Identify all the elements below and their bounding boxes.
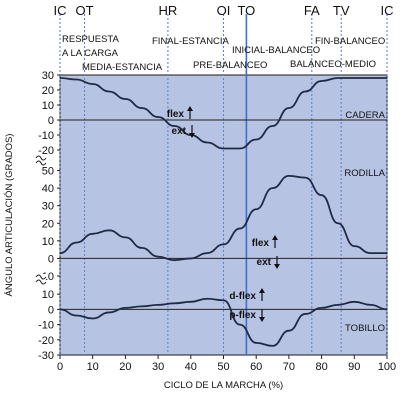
xtick-label-9: 90 [348,361,360,373]
phase-label-6: BALANCEO-MEDIO [290,59,376,70]
ytick-label-2-0: 10 [42,289,54,301]
event-label-tv-6: TV [333,3,350,18]
ytick-label-2-3: -20 [38,335,54,347]
phase-label-5: INICIAL-BALANCEO [232,45,320,56]
ext-arrow-head-2 [259,317,265,322]
ytick-label-1-4: 10 [42,236,54,248]
event-label-ot-1: OT [75,3,93,18]
flex-label-1: flex [252,238,270,249]
ytick-label-0-2: 10 [42,100,54,112]
ytick-label-1-0: 50 [42,166,54,178]
phase-label-2: MEDIA-ESTANCIA [82,62,163,73]
xtick-label-7: 70 [283,361,295,373]
phase-label-0: RESPUESTA [62,34,120,45]
ytick-label-0-1: 20 [42,85,54,97]
ytick-label-2-2: -10 [38,320,54,332]
ext-label-1: ext [257,257,272,268]
flex-arrow-head-2 [259,288,265,293]
event-label-oi-3: OI [217,3,231,18]
axis-break-bg-0 [36,155,46,164]
event-label-fa-5: FA [304,3,320,18]
xtick-label-10: 100 [378,361,396,373]
ytick-label-0-5: -20 [38,145,54,157]
flex-label-0: flex [167,109,185,120]
xtick-label-8: 80 [315,361,327,373]
phase-label-7: FIN-BALANCEO [315,36,385,47]
ext-label-2: p-flex [229,310,256,321]
event-label-ic-7: IC [381,3,394,18]
flex-arrow-head-0 [187,106,193,111]
series-line-cadera [59,77,387,150]
axis-break-0 [35,155,47,166]
xtick-label-6: 60 [250,361,262,373]
axis-break-bg-1 [36,274,46,283]
event-label-hr-2: HR [159,3,178,18]
ytick-label-2-1: 0 [48,304,54,316]
xtick-label-5: 50 [217,361,229,373]
panel-label-rodilla: RODILLA [344,168,385,179]
axis-break-1 [35,274,47,285]
ext-arrow-head-0 [189,133,195,138]
ytick-label-1-5: 0 [48,253,54,265]
ytick-label-1-1: 40 [42,183,54,195]
phase-label-1: A LA CARGA [62,48,119,59]
xtick-label-3: 30 [152,361,164,373]
ytick-label-0-0: 30 [42,70,54,82]
ytick-label-1-3: 20 [42,218,54,230]
ext-label-0: ext [172,126,187,137]
xtick-label-1: 10 [87,361,99,373]
event-label-to-4: TO [237,3,255,18]
event-label-ic-0: IC [54,3,67,18]
ytick-label-0-3: 0 [48,115,54,127]
flex-label-2: d-flex [229,291,256,302]
phase-label-3: FINAL-ESTANCIA [152,36,230,47]
ytick-label-1-2: 30 [42,201,54,213]
panel-label-cadera: CADERA [345,110,385,121]
series-line-rodilla [59,174,387,262]
series-line-tobillo [59,297,388,347]
ext-arrow-head-1 [274,264,280,269]
x-axis-label: CICLO DE LA MARCHA (%) [164,380,283,391]
panel-label-tobillo: TOBILLO [345,323,385,334]
ytick-label-2-4: -30 [38,350,54,362]
xtick-label-0: 0 [57,361,63,373]
flex-arrow-head-1 [272,235,278,240]
phase-label-4: PRE-BALANCEO [193,60,267,71]
ytick-label-0-4: -10 [38,130,54,142]
xtick-label-4: 40 [185,361,197,373]
xtick-label-2: 20 [119,361,131,373]
y-axis-label: ÁNGULO ARTICULACIÓN (GRADOS) [4,134,15,297]
